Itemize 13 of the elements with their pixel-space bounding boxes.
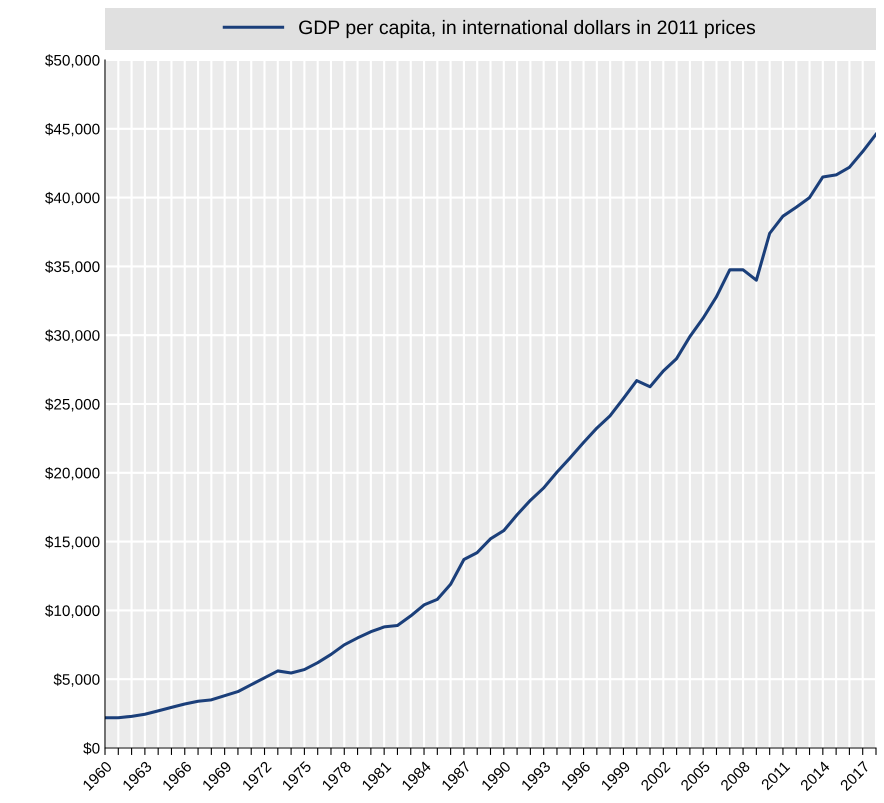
y-tick-label: $30,000 [45, 329, 100, 343]
line-series [105, 132, 876, 720]
y-tick-label: $20,000 [45, 467, 100, 480]
legend-label: GDP per capita, in international dollars in 2011 prices [299, 20, 756, 38]
y-tick-label: $40,000 [45, 192, 100, 206]
y-tick-label: $0 [83, 742, 100, 755]
y-tick-label: $35,000 [45, 260, 100, 274]
y-tick-label: $50,000 [45, 54, 100, 68]
y-tick-label: $5,000 [54, 673, 100, 687]
y-tick-label: $25,000 [45, 398, 100, 412]
y-tick-label: $45,000 [45, 123, 100, 136]
y-tick-label: $10,000 [45, 604, 100, 618]
y-tick-label: $15,000 [45, 536, 100, 550]
